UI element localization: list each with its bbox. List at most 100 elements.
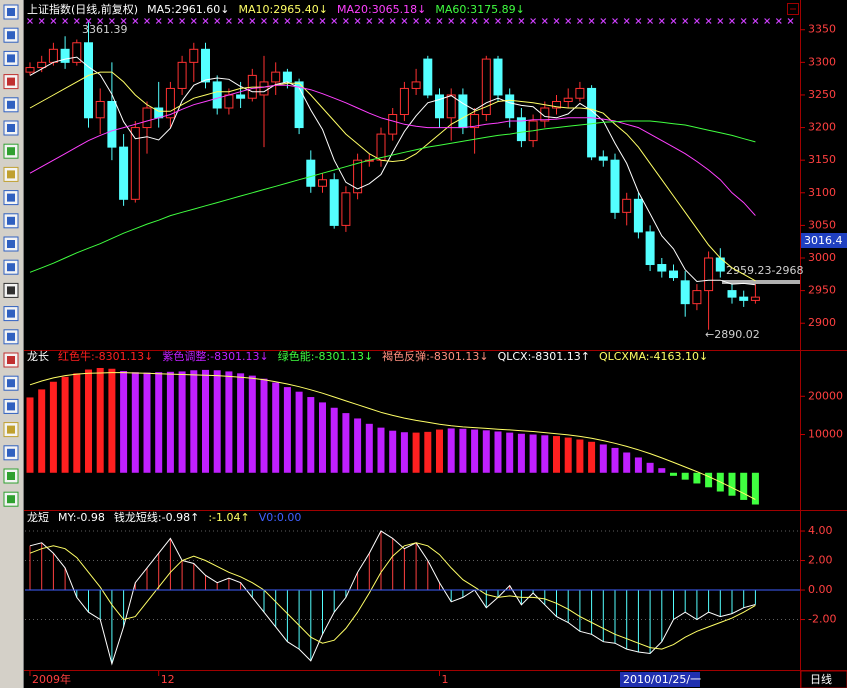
marker <box>506 18 513 24</box>
candle-body <box>750 296 760 301</box>
y-tick-label: 10000 <box>808 428 843 441</box>
marker <box>413 18 420 24</box>
bar <box>529 434 537 473</box>
candle-body <box>318 179 327 187</box>
toolbar-icon-glyph <box>7 147 15 156</box>
bar <box>658 468 666 473</box>
legend-entry: MA10:2965.40↓ <box>239 3 328 16</box>
candle-body <box>435 94 444 119</box>
marker <box>261 18 267 24</box>
toolbar-icon-glyph <box>7 100 15 109</box>
marker <box>424 18 431 24</box>
candle-body <box>493 58 503 96</box>
bar <box>225 371 233 473</box>
candle-body <box>739 296 749 301</box>
candle-body <box>25 67 35 73</box>
toolbar-icon-glyph <box>7 425 15 434</box>
ma-line <box>29 84 756 216</box>
toolbar-icon-glyph <box>7 263 15 272</box>
indicator-line <box>29 372 756 500</box>
marker <box>284 18 291 24</box>
candle-body <box>446 94 456 119</box>
toolbar-icon-glyph <box>7 286 15 295</box>
candle-body <box>657 264 667 272</box>
marker <box>764 18 771 24</box>
candle-body <box>142 107 152 129</box>
toolbar-icon-glyph <box>7 309 15 318</box>
high-annotation: 3361.39 <box>82 23 128 36</box>
ma-line <box>29 56 756 286</box>
marker <box>705 18 712 24</box>
bar <box>85 369 92 473</box>
legend-entry: 绿色能:-8301.13↓ <box>278 349 373 363</box>
marker <box>752 18 759 24</box>
y-tick-label: 2.00 <box>808 554 833 567</box>
marker <box>389 18 396 24</box>
bar <box>553 436 560 473</box>
legend-entry: QLCXMA:-4163.10↓ <box>599 350 708 363</box>
y-tick-label: 0.00 <box>808 583 833 596</box>
indicator-line <box>29 542 756 650</box>
candle-body <box>481 58 491 116</box>
candle-body <box>727 290 737 298</box>
marker <box>600 18 607 24</box>
bar <box>751 472 759 505</box>
candle-body <box>72 42 82 63</box>
candle-body <box>680 280 690 305</box>
candle-body <box>470 114 480 129</box>
legend-entry: MA60:3175.89↓ <box>435 3 524 16</box>
candle-body <box>224 94 234 109</box>
marker <box>331 18 338 24</box>
y-tick-label: 3050 <box>808 218 836 231</box>
marker <box>108 18 115 24</box>
marker <box>144 18 150 24</box>
bar <box>424 431 432 473</box>
candle-body <box>645 231 655 266</box>
marker <box>682 18 689 24</box>
candle-body <box>411 81 421 89</box>
marker <box>717 18 724 24</box>
candle-body <box>704 257 714 292</box>
toolbar-icon-glyph <box>7 8 15 16</box>
bar <box>634 457 642 473</box>
marker <box>565 18 572 24</box>
candle-body <box>201 48 210 83</box>
bar <box>705 472 713 488</box>
marker <box>120 18 127 24</box>
y-tick-label: 2950 <box>808 284 836 297</box>
candle-body <box>587 87 597 158</box>
legend-entry: 上证指数(日线,前复权) <box>27 2 138 16</box>
marker <box>483 18 490 24</box>
marker <box>190 18 197 24</box>
marker <box>588 18 595 24</box>
bar <box>681 472 689 480</box>
legend-entry: QLCX:-8301.13↑ <box>498 350 590 363</box>
y-tick-label: 3100 <box>808 186 836 199</box>
bar <box>389 430 397 473</box>
period-box[interactable] <box>800 670 847 688</box>
bar <box>190 370 198 473</box>
indicator-line <box>29 530 756 666</box>
toolbar-icon-glyph <box>7 448 15 457</box>
bar <box>295 391 303 473</box>
bar <box>73 373 81 473</box>
marker <box>647 18 654 24</box>
candle-body <box>282 71 292 83</box>
bar <box>96 367 104 473</box>
y-tick-label: 3300 <box>808 55 836 68</box>
toolbar-icon-glyph <box>7 379 15 388</box>
candle-body <box>60 48 70 63</box>
y-tick-label: -2.00 <box>808 613 836 626</box>
legend-entry: 红色牛:-8301.13↓ <box>58 349 153 363</box>
candle-body <box>48 48 58 63</box>
candle-body <box>458 94 468 129</box>
window-button[interactable] <box>787 3 799 15</box>
marker <box>132 18 139 24</box>
legend-entry: MA5:2961.60↓ <box>147 3 229 16</box>
cursor-price-box <box>801 233 847 248</box>
x-tick-label: 12 <box>161 673 175 686</box>
marker <box>27 18 33 24</box>
bar <box>307 397 315 473</box>
bar <box>49 381 57 473</box>
